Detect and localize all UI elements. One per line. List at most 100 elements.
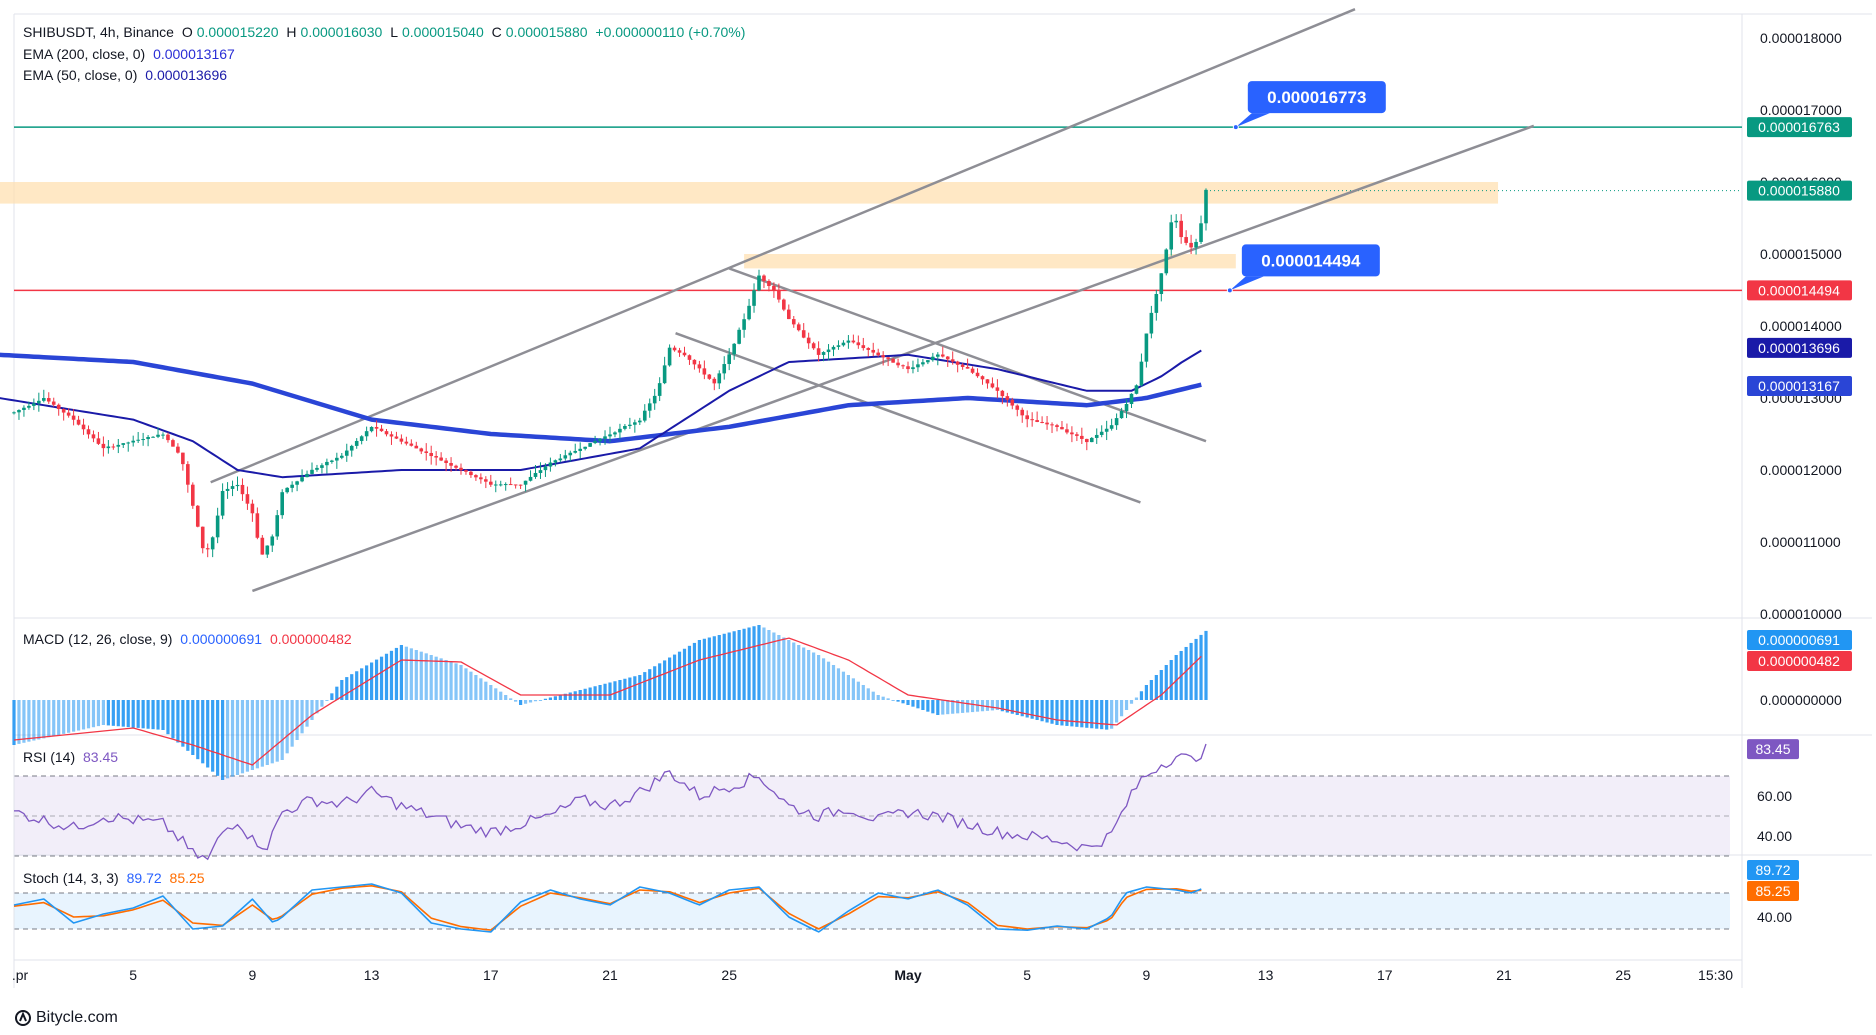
open-value: 0.000015220	[196, 24, 279, 40]
candle-body	[240, 484, 245, 495]
macd-histogram-bar	[255, 700, 259, 769]
macd-histogram-bar	[1070, 700, 1074, 727]
candle-body	[1199, 223, 1203, 242]
candle-body	[1194, 241, 1198, 248]
candle-body	[464, 470, 468, 472]
macd-histogram-bar	[62, 700, 66, 734]
candle-body	[772, 286, 776, 291]
candle-body	[141, 439, 145, 441]
candle-body	[166, 434, 170, 441]
price-tag-3: 0.000013696	[1758, 340, 1840, 356]
macd-histogram-bar	[350, 674, 354, 700]
candle-body	[801, 330, 806, 338]
macd-histogram-bar	[494, 688, 498, 700]
candle-body	[384, 431, 389, 435]
candle-body	[1099, 431, 1104, 435]
candle-body	[1025, 415, 1029, 420]
candle-body	[995, 387, 1000, 391]
candle-body	[806, 337, 811, 344]
candle-body	[1075, 434, 1079, 436]
candle-body	[1114, 418, 1119, 426]
macd-histogram-bar	[101, 700, 105, 725]
candle-body	[543, 466, 548, 471]
candle-body	[891, 358, 895, 363]
candle-body	[548, 462, 553, 467]
candle-body	[563, 455, 568, 459]
candle-body	[111, 446, 116, 448]
macd-histogram-bar	[802, 647, 806, 700]
candle-body	[260, 537, 265, 555]
candle-body	[270, 536, 275, 546]
macd-histogram-bar	[1115, 700, 1119, 723]
candle-body	[513, 484, 518, 486]
macd-histogram-bar	[951, 700, 955, 714]
macd-histogram-bar	[399, 645, 403, 700]
macd-histogram-bar	[181, 700, 185, 747]
macd-histogram-bar	[72, 700, 76, 732]
candle-body	[1144, 333, 1149, 362]
macd-histogram-bar	[76, 700, 81, 731]
candle-body	[51, 401, 56, 405]
macd-histogram-bar	[275, 700, 279, 762]
macd-histogram-bar	[1040, 700, 1044, 722]
macd-histogram-bar	[891, 700, 895, 701]
macd-histogram-bar	[1060, 700, 1064, 726]
candle-body	[22, 407, 26, 410]
time-axis-label: .pr	[12, 967, 29, 983]
macd-histogram-bar	[176, 700, 180, 743]
macd-histogram-bar	[672, 654, 677, 700]
candle-body	[449, 463, 453, 466]
candle-body	[633, 422, 637, 425]
macd-histogram-bar	[489, 685, 493, 700]
candle-body	[12, 412, 16, 414]
macd-histogram-bar	[643, 672, 647, 700]
candle-body	[1089, 437, 1094, 443]
macd-histogram-bar	[767, 630, 771, 700]
candle-body	[876, 352, 880, 356]
macd-histogram-bar	[424, 653, 428, 700]
macd-histogram-bar	[990, 700, 995, 711]
candle-body	[1174, 220, 1178, 223]
ema50-label: EMA (50, close, 0)	[23, 67, 138, 83]
candle-body	[861, 345, 866, 349]
macd-histogram-bar	[777, 635, 781, 700]
candle-body	[1030, 419, 1034, 421]
macd-histogram-bar	[648, 669, 652, 700]
macd-histogram-bar	[737, 630, 741, 700]
candle-body	[826, 349, 831, 353]
candle-body	[255, 513, 260, 538]
candle-body	[677, 350, 682, 353]
candle-body	[687, 355, 692, 360]
candle-body	[200, 526, 205, 549]
candle-body	[76, 419, 81, 425]
candle-body	[732, 343, 736, 355]
macd-histogram-bar	[936, 700, 940, 715]
macd-histogram-bar	[96, 700, 101, 727]
candle-body	[136, 439, 140, 441]
macd-legend: MACD (12, 26, close, 9) 0.000000691 0.00…	[23, 631, 356, 647]
callout-box-1	[1241, 244, 1380, 277]
candle-body	[608, 434, 612, 437]
candle-body	[762, 275, 766, 281]
macd-histogram-bar	[792, 642, 796, 700]
candle-body	[503, 484, 508, 486]
macd-histogram-bar	[653, 666, 657, 700]
candle-body	[752, 290, 756, 306]
macd-histogram-bar	[717, 635, 721, 700]
macd-histogram-bar	[240, 700, 245, 774]
macd-histogram-bar	[1055, 700, 1059, 725]
macd-histogram-bar	[1139, 691, 1144, 700]
candle-body	[796, 324, 801, 331]
macd-histogram-bar	[1065, 700, 1069, 726]
candle-body	[374, 426, 379, 429]
macd-histogram-bar	[216, 700, 220, 776]
macd-histogram-bar	[1169, 660, 1173, 700]
time-axis-label: 5	[129, 967, 137, 983]
macd-histogram-bar	[196, 700, 200, 760]
stoch-d-value: 85.25	[169, 870, 205, 886]
candle-body	[230, 486, 235, 489]
macd-histogram-bar	[921, 700, 925, 710]
candle-body	[1070, 432, 1074, 435]
price-axis-label: 0.000015000	[1760, 246, 1842, 262]
macd-histogram-bar	[42, 700, 46, 739]
